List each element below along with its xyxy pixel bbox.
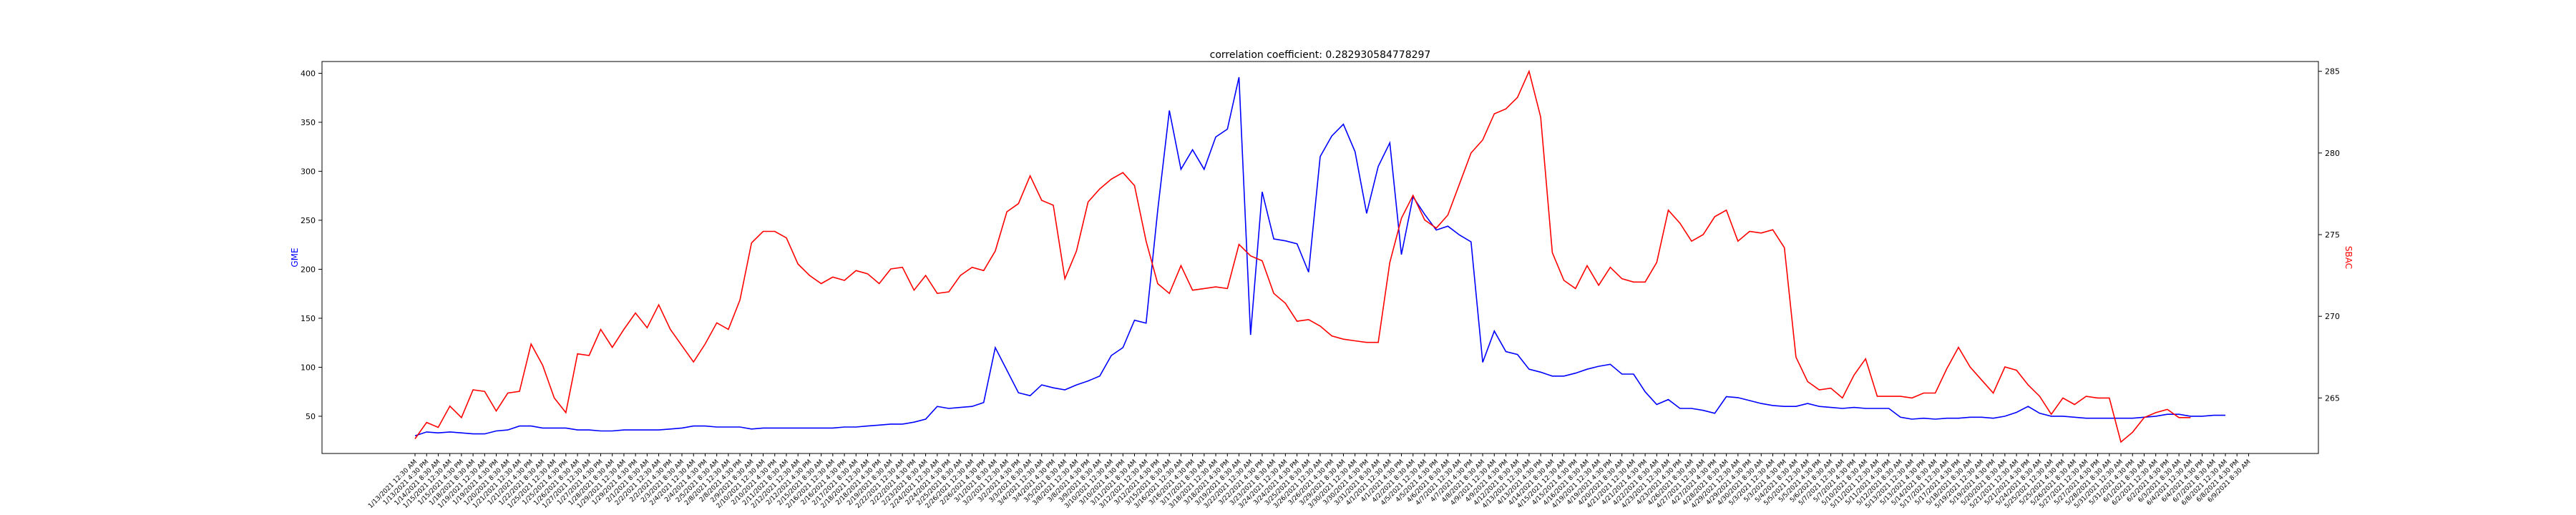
right-y-tick-label: 275	[2325, 230, 2340, 240]
left-y-tick-label: 400	[301, 69, 316, 78]
left-y-tick-label: 50	[306, 412, 316, 421]
left-y-axis: 50 100 150 200 250 300 350 400	[301, 69, 322, 421]
left-y-tick-label: 150	[301, 314, 316, 323]
left-y-axis-label: GME	[290, 247, 300, 267]
series-layer	[414, 69, 2225, 443]
chart-title: correlation coefficient: 0.2829305847782…	[1210, 49, 1431, 61]
left-series-line	[414, 77, 2225, 437]
left-y-tick-label: 250	[301, 216, 316, 225]
right-y-tick-label: 285	[2325, 67, 2340, 77]
left-y-tick-label: 200	[301, 265, 316, 274]
right-y-axis: 265 270 275 280 285	[2318, 67, 2340, 403]
x-axis: 1/13/2021 12:30 AM1/13/2021 4:30 PM1/14/…	[367, 453, 2253, 510]
left-y-tick-label: 350	[301, 118, 316, 127]
right-y-tick-label: 270	[2325, 312, 2340, 321]
right-y-axis-label: SBAC	[2343, 246, 2353, 269]
left-y-tick-label: 100	[301, 363, 316, 372]
right-series-line	[414, 69, 2191, 443]
right-y-tick-label: 280	[2325, 149, 2340, 158]
right-y-tick-label: 265	[2325, 393, 2340, 403]
left-y-tick-label: 300	[301, 167, 316, 176]
